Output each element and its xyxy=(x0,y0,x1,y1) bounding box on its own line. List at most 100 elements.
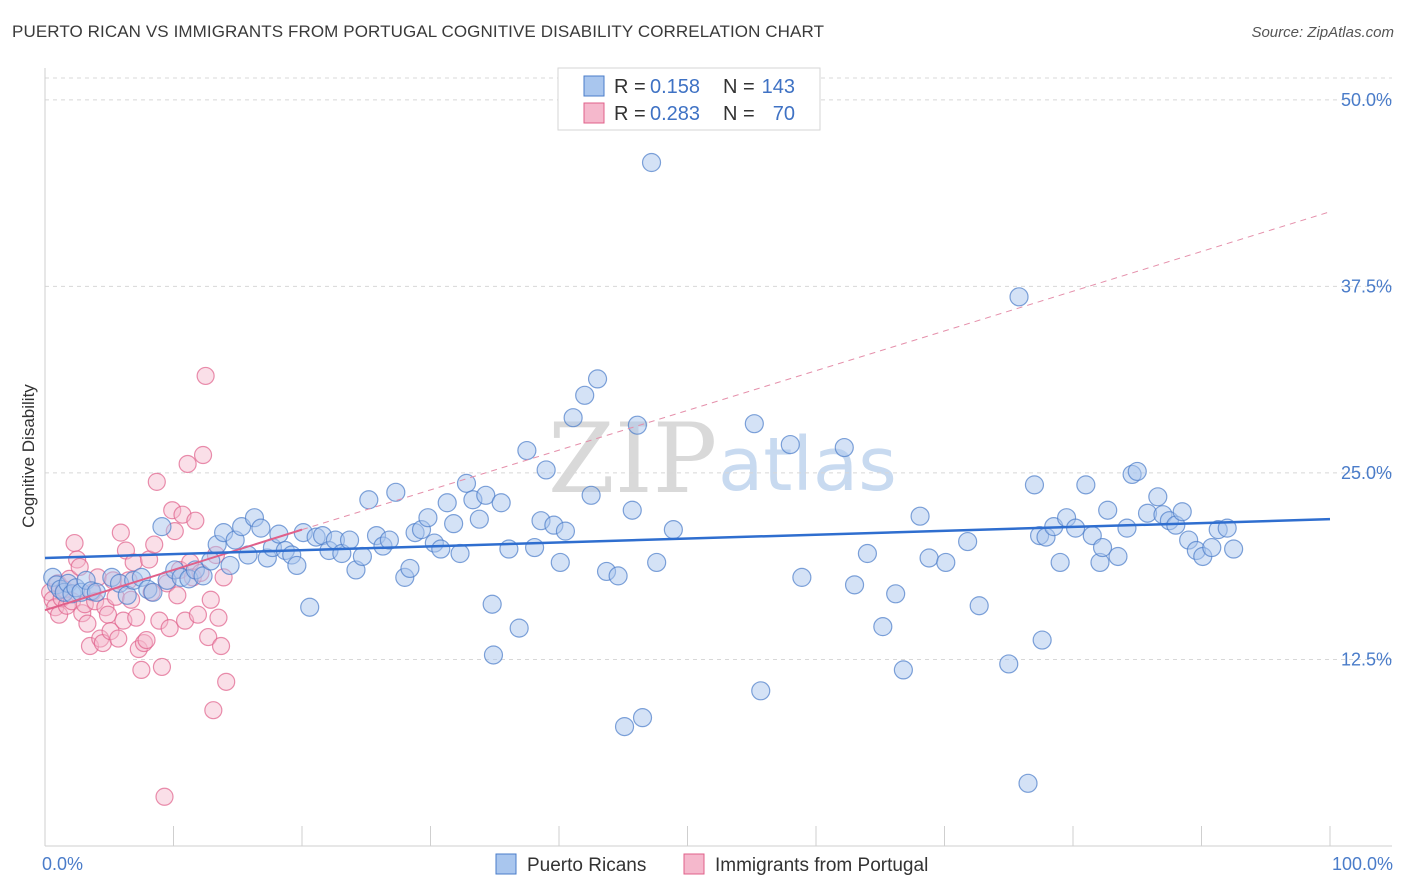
point-puerto-ricans xyxy=(536,460,556,480)
point-immigrants-from-portugal xyxy=(211,636,231,656)
trend-line-puerto-ricans xyxy=(44,517,1331,560)
point-puerto-ricans xyxy=(608,566,628,586)
point-puerto-ricans xyxy=(873,617,893,637)
point-puerto-ricans xyxy=(1202,537,1222,558)
point-immigrants-from-portugal xyxy=(178,454,197,474)
point-puerto-ricans xyxy=(780,434,800,455)
point-puerto-ricans xyxy=(1092,537,1113,558)
point-puerto-ricans xyxy=(857,543,878,564)
point-puerto-ricans xyxy=(379,530,399,550)
point-puerto-ricans xyxy=(1018,773,1038,793)
point-puerto-ricans xyxy=(220,555,240,576)
legend-n-value-blue: 143 xyxy=(762,76,795,98)
point-puerto-ricans xyxy=(386,482,406,502)
point-puerto-ricans xyxy=(400,558,420,579)
point-immigrants-from-portugal xyxy=(186,511,205,530)
point-puerto-ricans xyxy=(456,473,477,493)
point-immigrants-from-portugal xyxy=(160,619,179,638)
legend-n-label-blue: N = xyxy=(723,76,755,98)
point-puerto-ricans xyxy=(483,645,504,665)
y-tick-label: 37.5% xyxy=(1341,276,1392,296)
x-tick-label: 100.0% xyxy=(1332,854,1393,874)
point-immigrants-from-portugal xyxy=(147,472,166,491)
point-puerto-ricans xyxy=(1050,552,1070,573)
point-puerto-ricans xyxy=(418,508,438,528)
trend-line-portugal xyxy=(44,528,303,612)
point-immigrants-from-portugal xyxy=(188,605,208,624)
point-puerto-ricans xyxy=(1127,461,1147,482)
point-puerto-ricans xyxy=(444,514,464,534)
point-puerto-ricans xyxy=(450,543,470,564)
point-immigrants-from-portugal xyxy=(68,550,87,569)
x-tick-labels: 0.0% 100.0% xyxy=(42,854,1393,874)
point-puerto-ricans xyxy=(632,708,653,728)
point-puerto-ricans xyxy=(251,518,271,538)
legend-r-label-blue: R = xyxy=(614,76,646,98)
point-puerto-ricans xyxy=(627,415,647,435)
point-puerto-ricans xyxy=(744,414,764,434)
point-puerto-ricans xyxy=(476,485,496,505)
point-puerto-ricans xyxy=(300,597,320,617)
chart-source: Source: ZipAtlas.com xyxy=(1251,24,1394,41)
point-immigrants-from-portugal xyxy=(137,630,156,650)
point-puerto-ricans xyxy=(1024,475,1045,495)
y-axis-label: Cognitive Disability xyxy=(19,384,38,528)
legend-r-value-blue: 0.158 xyxy=(650,76,700,98)
point-puerto-ricans xyxy=(524,537,545,558)
y-tick-label: 50.0% xyxy=(1341,90,1392,110)
point-puerto-ricans xyxy=(1148,487,1168,507)
point-immigrants-from-portugal xyxy=(204,701,223,720)
point-puerto-ricans xyxy=(339,530,360,550)
point-puerto-ricans xyxy=(550,552,570,573)
point-immigrants-from-portugal xyxy=(101,622,120,641)
point-puerto-ricans xyxy=(910,506,930,526)
point-puerto-ricans xyxy=(844,575,865,595)
point-puerto-ricans xyxy=(491,493,511,513)
point-puerto-ricans xyxy=(886,584,906,604)
point-puerto-ricans xyxy=(517,440,537,461)
point-immigrants-from-portugal xyxy=(134,633,154,653)
x-tick-label: 0.0% xyxy=(42,854,83,874)
point-puerto-ricans xyxy=(919,548,939,568)
point-puerto-ricans xyxy=(792,567,812,587)
point-puerto-ricans xyxy=(614,717,635,737)
point-puerto-ricans xyxy=(509,618,529,638)
y-tick-labels: 12.5% 25.0% 37.5% 50.0% xyxy=(1341,90,1392,670)
point-immigrants-from-portugal xyxy=(65,533,84,553)
point-puerto-ricans xyxy=(1172,502,1192,522)
axes xyxy=(44,68,1392,847)
bottom-legend-puerto-ricans: Puerto Ricans xyxy=(527,855,646,876)
point-puerto-ricans xyxy=(359,490,379,510)
point-puerto-ricans xyxy=(352,546,372,567)
correlation-legend: R = 0.158 N = 143 R = 0.283 N = 70 xyxy=(557,67,821,131)
point-puerto-ricans xyxy=(555,521,576,541)
point-puerto-ricans xyxy=(936,552,956,573)
point-puerto-ricans xyxy=(431,539,451,559)
legend-r-label-pink: R = xyxy=(614,103,646,125)
point-immigrants-from-portugal xyxy=(111,523,130,542)
chart-title: PUERTO RICAN VS IMMIGRANTS FROM PORTUGAL… xyxy=(12,22,825,41)
point-puerto-ricans xyxy=(563,408,583,428)
point-immigrants-from-portugal xyxy=(132,660,151,680)
point-puerto-ricans xyxy=(751,681,771,701)
point-puerto-ricans xyxy=(969,596,989,616)
legend-r-value-pink: 0.283 xyxy=(650,103,700,125)
point-immigrants-from-portugal xyxy=(78,614,97,633)
point-puerto-ricans xyxy=(1108,546,1128,567)
point-immigrants-from-portugal xyxy=(109,629,128,648)
point-immigrants-from-portugal xyxy=(127,608,146,627)
watermark-atlas: atlas xyxy=(718,422,897,508)
point-immigrants-from-portugal xyxy=(150,611,169,630)
point-immigrants-from-portugal xyxy=(155,787,174,806)
point-puerto-ricans xyxy=(663,520,683,540)
bottom-legend-swatch-pink xyxy=(683,853,705,875)
y-tick-label: 25.0% xyxy=(1341,463,1392,483)
y-tick-label: 12.5% xyxy=(1341,649,1392,669)
point-immigrants-from-portugal xyxy=(217,672,236,691)
legend-swatch-blue xyxy=(583,75,605,97)
point-puerto-ricans xyxy=(1009,287,1029,307)
bottom-legend-swatch-blue xyxy=(495,853,517,875)
point-puerto-ricans xyxy=(469,509,489,529)
point-puerto-ricans xyxy=(958,531,978,552)
